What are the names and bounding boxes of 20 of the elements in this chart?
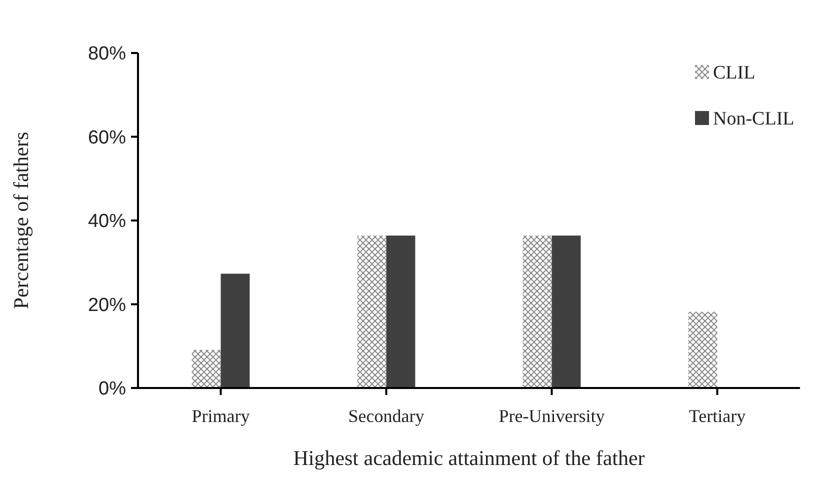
y-axis-title: Percentage of fathers bbox=[9, 132, 33, 310]
y-tick-label: 20% bbox=[88, 294, 126, 316]
y-tick-label: 60% bbox=[88, 127, 126, 148]
bar bbox=[552, 236, 581, 388]
legend-label: CLIL bbox=[713, 62, 756, 84]
bar bbox=[357, 236, 386, 388]
x-tick-label: Tertiary bbox=[688, 406, 746, 426]
y-tick-label: 0% bbox=[98, 378, 126, 400]
x-axis-title: Highest academic attainment of the father bbox=[293, 446, 645, 470]
y-tick-label: 80% bbox=[88, 44, 126, 65]
bar bbox=[688, 312, 718, 388]
bar bbox=[192, 350, 221, 388]
bar bbox=[386, 236, 416, 388]
x-tick-label: Pre-University bbox=[498, 406, 605, 426]
y-tick-label: 40% bbox=[88, 211, 126, 232]
bar bbox=[220, 274, 250, 388]
bar bbox=[522, 236, 552, 388]
x-tick-label: Secondary bbox=[348, 406, 424, 426]
legend-label: Non-CLIL bbox=[713, 108, 794, 130]
x-tick-label: Primary bbox=[192, 406, 250, 426]
